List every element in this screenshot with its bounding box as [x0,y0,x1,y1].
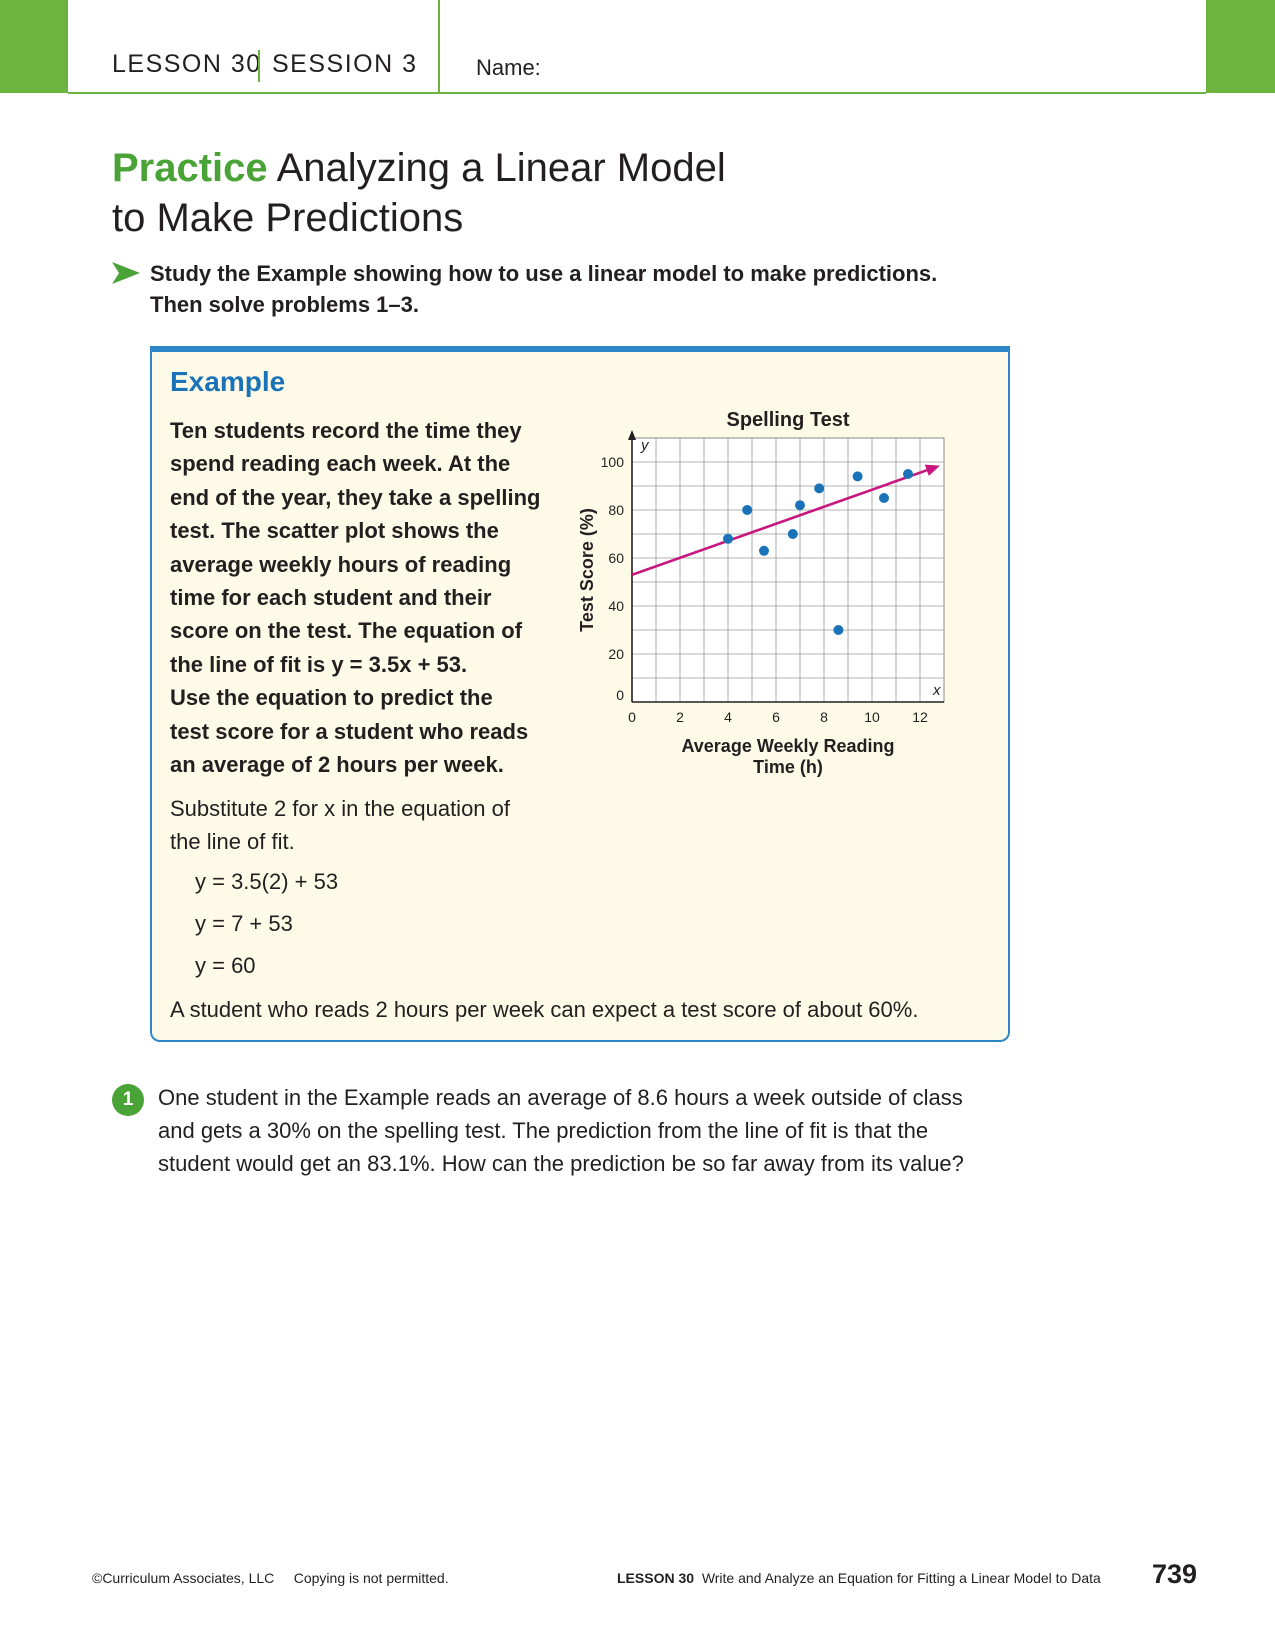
data-point [833,625,844,635]
equation-step-3: y = 60 [195,953,256,978]
data-point [787,529,798,539]
plot-area [631,437,945,703]
substitute-line: Substitute 2 for x in the equation of [170,796,511,821]
x-axis-label: Time (h) [753,757,823,777]
data-point [852,471,863,482]
title-line-2: to Make Predictions [112,196,464,240]
problem-line: Ten students record the time they [170,418,522,443]
copyright-text: ©Curriculum Associates, LLC [92,1570,275,1586]
page-number: 739 [1152,1559,1198,1589]
example-conclusion: A student who reads 2 hours per week can… [170,997,919,1022]
line-of-fit-arrow-icon [924,464,940,476]
data-point [723,533,733,544]
y-axis-label: Test Score (%) [580,508,597,632]
footer-lesson: LESSON 30 Write and Analyze an Equation … [617,1570,1101,1586]
x-tick-label: 2 [676,709,684,725]
x-axis-letter: x [932,682,941,699]
data-point [903,469,913,479]
problem-line: end of the year, they take a spelling [170,484,541,510]
y-tick-label: 20 [608,646,624,662]
example-problem: Ten students record the time they spend … [170,414,570,781]
data-point [795,500,805,511]
x-tick-label: 4 [724,709,732,725]
x-tick-label: 6 [772,709,780,725]
header-right-bar [1206,0,1275,93]
footer-copyright: ©Curriculum Associates, LLC Copying is n… [92,1570,449,1586]
y-tick-label: 0 [616,687,624,703]
question-line: student would get an 83.1%. How can the … [158,1151,964,1176]
instructions-line-2: Then solve problems 1–3. [150,292,419,317]
title-practice: Practice [112,146,268,190]
example-substitute: Substitute 2 for x in the equation of th… [170,792,570,858]
header-separator [258,50,260,82]
substitute-line: the line of fit. [170,829,295,854]
problem-line: the line of fit is y = 3.5x + 53. [170,651,468,677]
data-point [879,493,889,503]
footer-lesson-title: Write and Analyze an Equation for Fittin… [701,1570,1101,1586]
problem-line: time for each student and their [170,585,492,611]
page-title: Practice Analyzing a Linear Model to Mak… [112,143,912,243]
header-left-bar [0,0,68,93]
arrow-icon [112,262,140,284]
x-tick-label: 10 [864,709,880,725]
line-of-fit [631,467,933,577]
question-line: One student in the Example reads an aver… [158,1085,963,1110]
header-rule [68,92,1206,94]
problem-line: test. The scatter plot shows the [170,518,499,544]
data-point [814,483,825,494]
name-label: Name: [476,55,541,80]
example-heading: Example [170,366,286,397]
y-axis-arrow-icon [628,430,636,440]
title-line-1: Analyzing a Linear Model [276,146,726,190]
question-line: and gets a 30% on the spelling test. The… [158,1118,929,1143]
data-point [759,545,769,556]
x-axis-label: Average Weekly Reading [681,736,894,756]
problem-line: an average of 2 hours per week. [170,752,504,778]
lesson-label: LESSON 30 [112,50,262,78]
equation-step-2: y = 7 + 53 [195,911,293,936]
y-tick-label: 40 [608,598,624,614]
problem-line: spend reading each week. At the [170,451,511,477]
question-text: One student in the Example reads an aver… [158,1081,1038,1180]
chart-title: Spelling Test [727,409,850,431]
x-tick-label: 12 [912,709,928,725]
y-tick-label: 80 [608,502,624,518]
problem-line: score on the test. The equation of [170,618,523,644]
session-label: SESSION 3 [272,50,418,78]
equation-step-1: y = 3.5(2) + 53 [195,869,339,894]
y-tick-label: 60 [608,550,624,566]
y-tick-label: 100 [601,454,625,470]
instructions-line-1: Study the Example showing how to use a l… [150,261,938,286]
question-number-badge: 1 [112,1084,144,1116]
data-point [742,505,753,515]
footer-lesson-number: LESSON 30 [617,1570,695,1586]
x-tick-label: 0 [628,709,636,725]
problem-line: average weekly hours of reading [170,551,512,577]
instructions: Study the Example showing how to use a l… [150,258,1010,320]
header-divider [438,0,440,93]
problem-line: test score for a student who reads [170,718,529,744]
problem-line: Use the equation to predict the [170,685,493,711]
scatter-chart: y x 0 2 4 6 8 10 12 0 20 40 60 80 100 Spelling Test Aver… [580,409,945,777]
copying-text: Copying is not permitted. [293,1570,449,1586]
x-tick-label: 8 [820,709,828,725]
y-axis-letter: y [640,437,650,454]
